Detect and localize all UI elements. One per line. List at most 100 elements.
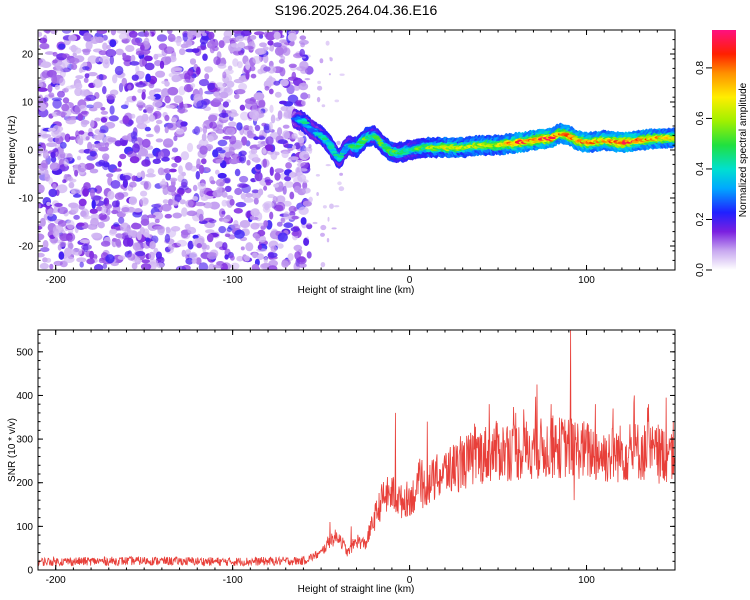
noise-blob (245, 192, 253, 198)
noise-blob (91, 199, 96, 209)
noise-blob (241, 136, 248, 146)
noise-blob (217, 149, 226, 154)
noise-blob (128, 196, 138, 206)
noise-blob (59, 233, 70, 242)
noise-blob (98, 50, 108, 56)
noise-blob (213, 56, 221, 65)
noise-blob (82, 110, 90, 116)
noise-blob (68, 34, 78, 42)
noise-blob (131, 175, 137, 182)
noise-blob (136, 172, 142, 179)
colorbar-tick-label: 0.6 (695, 111, 706, 125)
noise-blob (41, 134, 52, 138)
noise-blob (222, 101, 229, 108)
noise-blob (146, 106, 154, 114)
noise-blob (230, 223, 241, 230)
noise-blob (164, 233, 171, 243)
noise-blob (269, 211, 274, 220)
noise-blob (148, 82, 155, 89)
noise-speckle (316, 96, 321, 103)
noise-blob (178, 165, 183, 175)
noise-blob (171, 117, 178, 123)
noise-blob (39, 43, 50, 50)
noise-blob (221, 218, 230, 223)
noise-blob (81, 120, 90, 125)
noise-blob (263, 185, 268, 191)
noise-blob (111, 200, 120, 208)
noise-blob (107, 190, 115, 200)
noise-blob (162, 138, 174, 148)
noise-blob (218, 112, 229, 118)
noise-blob (185, 199, 194, 208)
noise-blob (133, 208, 143, 213)
noise-blob (135, 251, 146, 257)
noise-blob (151, 203, 162, 208)
noise-blob (285, 162, 292, 169)
noise-blob (167, 185, 177, 193)
noise-blob (114, 65, 124, 76)
x-tick-label: -100 (223, 575, 243, 586)
colorbar-tick-label: 0.2 (695, 212, 706, 226)
noise-blob (125, 45, 135, 52)
noise-blob (155, 70, 166, 78)
y-tick-label: 0 (27, 566, 33, 577)
noise-blob (61, 103, 70, 112)
noise-blob (281, 151, 289, 159)
noise-blob (109, 105, 115, 115)
noise-blob (78, 130, 85, 135)
noise-blob (245, 71, 250, 80)
noise-blob (273, 31, 281, 40)
noise-blob (62, 97, 70, 104)
ridge-mark (358, 141, 365, 145)
noise-blob (106, 173, 114, 178)
noise-blob (281, 260, 289, 268)
noise-speckle (333, 205, 340, 208)
noise-blob (269, 104, 274, 113)
noise-blob (102, 86, 107, 95)
noise-blob (53, 231, 60, 238)
noise-blob (97, 221, 105, 229)
noise-blob (268, 88, 274, 95)
noise-blob (267, 40, 274, 46)
noise-blob (91, 232, 102, 239)
noise-blob (262, 158, 267, 168)
noise-blob (252, 252, 258, 259)
noise-blob (105, 204, 113, 210)
noise-blob (38, 184, 45, 194)
noise-blob (288, 205, 297, 213)
noise-blob (104, 121, 116, 129)
noise-blob (143, 37, 150, 45)
noise-blob (76, 155, 82, 161)
noise-blob (142, 138, 151, 148)
noise-blob (194, 202, 206, 207)
noise-speckle (307, 93, 311, 99)
ridge-mark (301, 121, 310, 125)
noise-blob (55, 61, 66, 70)
noise-speckle (308, 144, 312, 149)
noise-blob (297, 263, 307, 268)
noise-blob (86, 104, 94, 109)
noise-blob (232, 30, 242, 34)
noise-blob (245, 242, 254, 252)
noise-blob (144, 55, 153, 62)
noise-speckle (338, 186, 345, 192)
noise-blob (223, 87, 233, 96)
noise-blob (49, 263, 54, 270)
noise-blob (78, 67, 83, 74)
noise-speckle (325, 40, 330, 46)
noise-blob (118, 82, 124, 93)
noise-blob (259, 42, 267, 48)
noise-blob (136, 231, 142, 241)
ridge-mark (306, 125, 312, 129)
noise-blob (258, 235, 267, 243)
noise-blob (277, 127, 283, 136)
noise-blob (46, 142, 57, 148)
noise-blob (83, 215, 91, 220)
noise-blob (280, 217, 285, 222)
noise-blob (277, 232, 288, 242)
noise-blob (57, 220, 67, 227)
noise-blob (52, 148, 59, 153)
noise-blob (257, 253, 264, 260)
noise-blob (249, 109, 259, 120)
